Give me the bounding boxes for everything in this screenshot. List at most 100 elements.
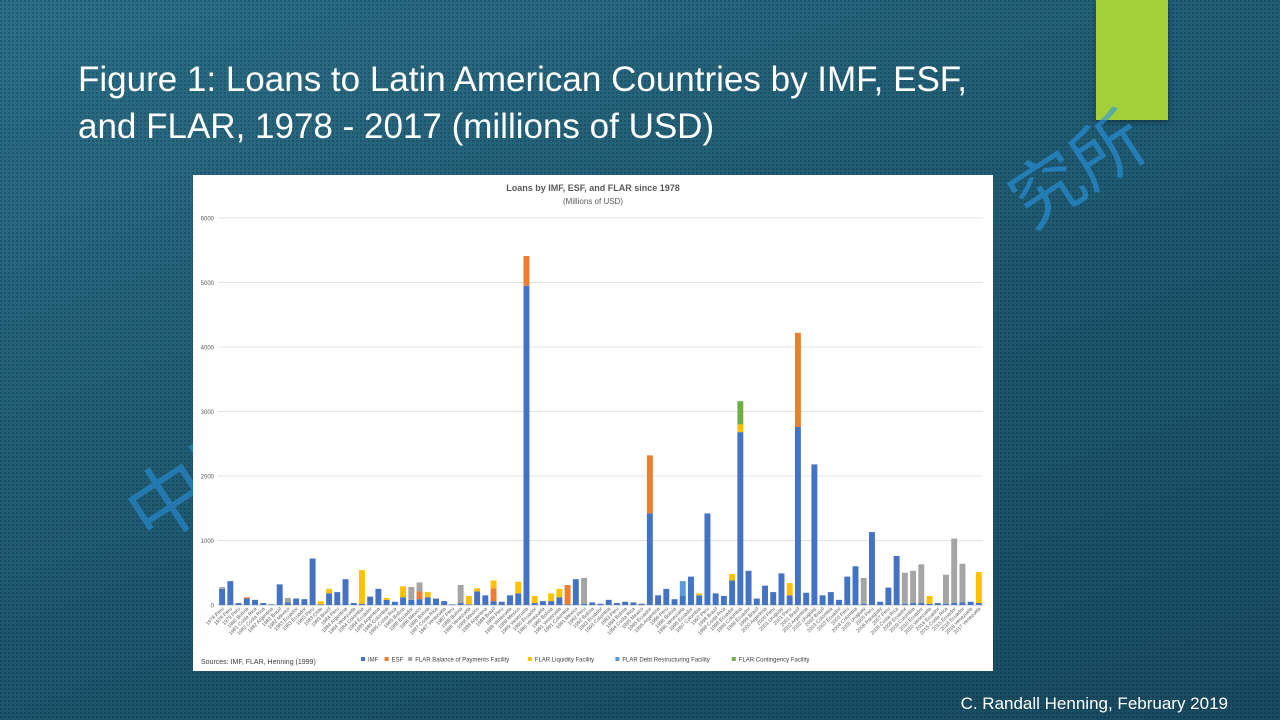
bar-segment	[622, 601, 629, 605]
bar-segment	[762, 585, 768, 605]
legend-label: FLAR Contingency Facility	[739, 658, 810, 664]
bar-segment	[309, 558, 316, 605]
chart-subtitle: (Millions of USD)	[563, 197, 623, 206]
bar-segment	[827, 592, 834, 605]
legend-swatch	[408, 657, 413, 661]
legend-swatch	[527, 657, 532, 661]
bar-segment	[967, 601, 974, 605]
bar-segment	[696, 593, 703, 596]
bar-segment	[317, 601, 324, 605]
bar-segment	[424, 597, 431, 605]
y-tick-label: 0	[211, 604, 215, 610]
bar-segment	[638, 603, 645, 605]
bar-segment	[490, 580, 497, 589]
bar-segment	[778, 573, 785, 605]
author-credit: C. Randall Henning, February 2019	[960, 694, 1228, 713]
bar-segment	[605, 599, 612, 605]
bar-segment	[811, 464, 818, 605]
bar-segment	[926, 595, 933, 604]
bar-segment	[671, 599, 678, 605]
bar-segment	[465, 595, 472, 605]
bar-segment	[630, 602, 637, 605]
bar-segment	[613, 603, 620, 605]
bar-segment	[548, 593, 555, 602]
slide-title: Figure 1: Loans to Latin American Countr…	[78, 56, 1078, 150]
bar-segment	[416, 591, 423, 600]
legend-swatch	[615, 657, 620, 661]
bar-segment	[572, 579, 579, 605]
bar-segment	[416, 599, 423, 605]
bar-segment	[975, 603, 982, 605]
bar-segment	[770, 592, 777, 605]
bar-segment	[539, 601, 546, 605]
bar-segment	[358, 570, 365, 604]
bar-segment	[326, 593, 333, 605]
bar-segment	[926, 603, 933, 605]
bar-segment	[688, 576, 694, 605]
bar-segment	[219, 588, 226, 605]
bar-segment	[951, 603, 958, 605]
bar-segment	[786, 583, 793, 596]
bar-segment	[663, 588, 670, 605]
bar-segment	[457, 603, 464, 605]
bar-segment	[819, 595, 826, 605]
bar-segment	[745, 570, 752, 605]
bar-segment	[901, 603, 908, 605]
bar-segment	[350, 603, 357, 605]
bar-segment	[943, 603, 949, 605]
bar-segment	[482, 595, 489, 605]
bar-segment	[556, 588, 563, 598]
legend-label: IMF	[368, 658, 379, 664]
bar-segment	[498, 601, 505, 605]
bar-segment	[794, 332, 801, 427]
bar-segment	[515, 593, 522, 605]
bar-segment	[860, 603, 867, 605]
bar-segment	[375, 588, 382, 605]
bar-segment	[679, 581, 686, 596]
bar-segment	[457, 585, 464, 604]
bar-segment	[877, 601, 884, 605]
chart-title: Loans by IMF, ESF, and FLAR since 1978	[506, 183, 680, 193]
bar-segment	[729, 580, 736, 605]
bar-segment	[704, 513, 711, 605]
bar-segment	[655, 595, 662, 605]
bar-chart: Loans by IMF, ESF, and FLAR since 1978 (…	[201, 183, 983, 666]
bar-segment	[951, 538, 958, 604]
y-tick-label: 1000	[201, 539, 215, 545]
bar-segment	[531, 603, 538, 605]
bar-segment	[490, 601, 497, 605]
bar-segment	[383, 597, 390, 600]
bar-segment	[391, 601, 398, 605]
legend-label: FLAR Balance of Payments Facility	[415, 658, 509, 664]
bar-segment	[564, 585, 571, 605]
bar-segment	[490, 588, 497, 602]
bar-segment	[910, 570, 917, 604]
legend-label: FLAR Debt Restructuring Facility	[622, 658, 709, 664]
bar-segment	[326, 588, 333, 594]
bar-segment	[268, 604, 275, 605]
bar-segment	[646, 455, 653, 514]
bar-segment	[408, 586, 415, 600]
y-tick-label: 5000	[201, 281, 215, 287]
legend-swatch	[731, 657, 736, 661]
bar-segment	[794, 426, 801, 605]
bar-segment	[284, 602, 291, 605]
bar-segment	[975, 572, 982, 604]
bar-segment	[416, 582, 423, 592]
bar-segment	[400, 597, 407, 605]
bar-segment	[836, 599, 843, 605]
bar-segment	[441, 601, 448, 605]
slide-title-line-1: Figure 1: Loans to Latin American Countr…	[78, 60, 968, 99]
bar-segment	[334, 592, 341, 605]
bar-segment	[243, 598, 250, 605]
bar-segment	[276, 584, 283, 605]
bar-segment	[515, 581, 522, 594]
bar-segment	[317, 604, 324, 605]
bar-segment	[868, 532, 875, 605]
bar-segment	[260, 603, 267, 605]
bar-segment	[720, 595, 727, 605]
bar-segment	[918, 564, 925, 604]
bar-segment	[943, 574, 949, 604]
bar-segment	[367, 596, 374, 605]
legend-label: FLAR Liquidity Facility	[535, 658, 594, 664]
